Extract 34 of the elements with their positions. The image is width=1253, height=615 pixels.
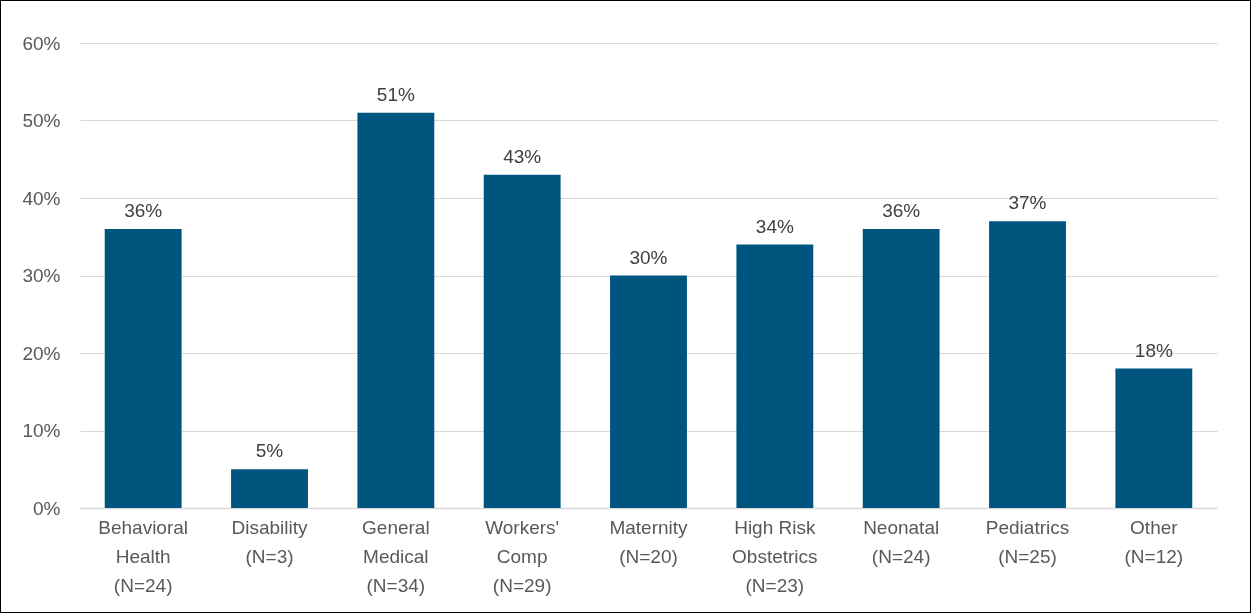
bar bbox=[231, 469, 308, 508]
data-label: 36% bbox=[882, 200, 921, 221]
data-label: 37% bbox=[1008, 192, 1047, 214]
bar bbox=[989, 221, 1066, 508]
x-tick-label: General Medical (N=34) bbox=[362, 516, 430, 596]
x-tick-label: Disability (N=3) bbox=[231, 516, 308, 567]
bar bbox=[1115, 368, 1193, 508]
y-tick-label: 10% bbox=[22, 420, 61, 441]
x-tick-label: Other (N=12) bbox=[1124, 516, 1184, 567]
x-tick-label: High Risk Obstetrics (N=23) bbox=[732, 516, 818, 596]
data-label: 5% bbox=[255, 440, 284, 462]
bar bbox=[862, 229, 940, 508]
x-tick-label: Maternity (N=20) bbox=[609, 516, 689, 567]
y-tick-label: 0% bbox=[33, 497, 61, 519]
x-tick-label: Behavioral Health (N=24) bbox=[98, 516, 189, 596]
x-tick-label: Neonatal (N=24) bbox=[863, 516, 940, 567]
data-label: 34% bbox=[755, 215, 794, 237]
y-tick-label: 40% bbox=[22, 187, 61, 209]
data-label: 51% bbox=[376, 83, 415, 105]
y-tick-label: 30% bbox=[22, 265, 61, 286]
y-tick-label: 20% bbox=[22, 342, 61, 364]
bar bbox=[483, 174, 561, 508]
y-tick-label: 50% bbox=[22, 110, 61, 131]
bar bbox=[357, 112, 435, 508]
bar bbox=[736, 244, 814, 508]
data-label: 18% bbox=[1134, 339, 1173, 361]
bar bbox=[104, 229, 182, 508]
x-tick-label: Workers' Comp (N=29) bbox=[485, 516, 560, 596]
data-label: 36% bbox=[124, 200, 163, 221]
x-tick-label: Pediatrics (N=25) bbox=[985, 516, 1070, 567]
bar bbox=[610, 275, 687, 508]
data-label: 43% bbox=[503, 145, 542, 167]
data-label: 30% bbox=[629, 246, 668, 268]
y-tick-label: 60% bbox=[22, 32, 61, 54]
